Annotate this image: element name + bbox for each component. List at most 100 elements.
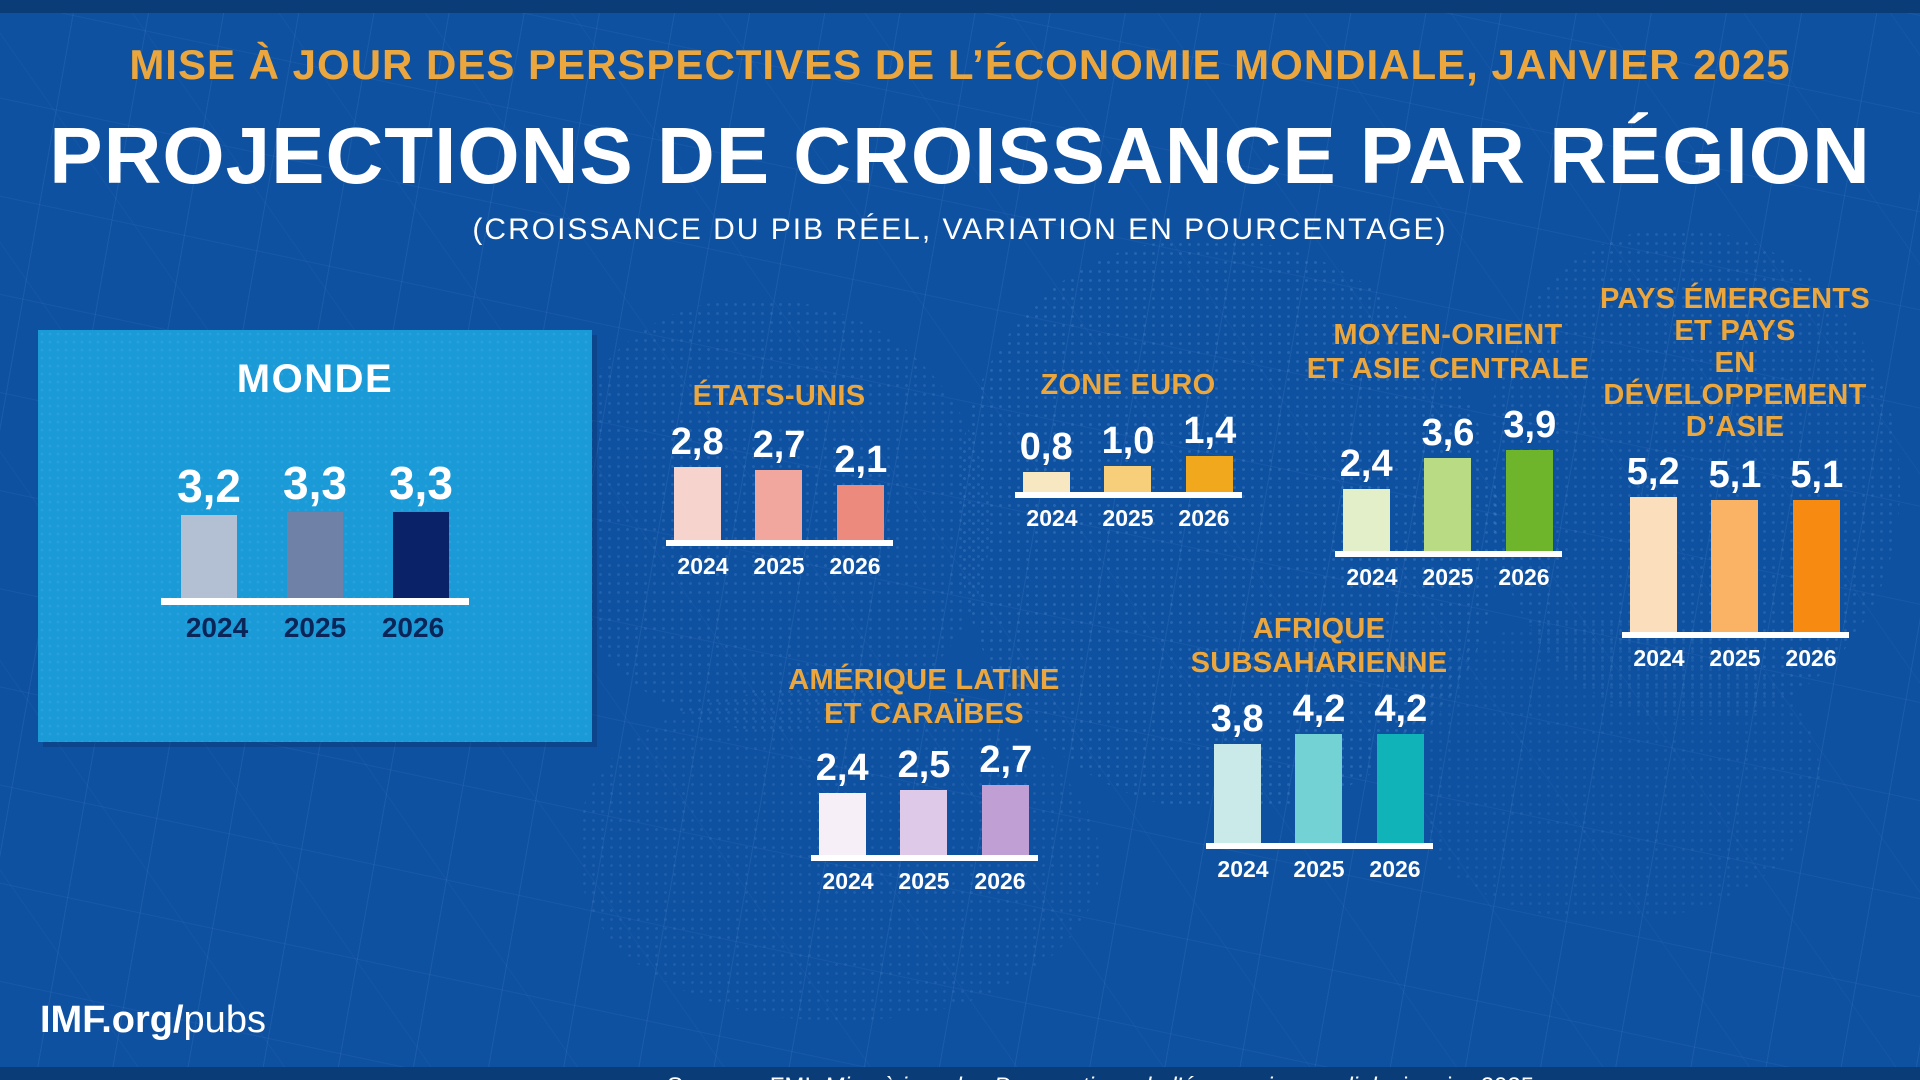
chart-etats-unis: ÉTATS-UNIS 2,8 2,7 2,1 2024 2025 2026	[629, 379, 929, 580]
year-label: 2026	[1178, 505, 1230, 532]
year-label: 2025	[1709, 645, 1761, 672]
bar-group: 2,4	[815, 746, 869, 856]
bar-value-label: 3,6	[1421, 411, 1475, 454]
page-subtitle: (CROISSANCE DU PIB RÉEL, VARIATION EN PO…	[472, 213, 1448, 246]
page-title: PROJECTIONS DE CROISSANCE PAR RÉGION	[49, 111, 1871, 200]
bar-group: 2,1	[834, 439, 887, 540]
year-label: 2026	[974, 868, 1026, 895]
bar	[181, 514, 238, 598]
year-label: 2025	[1422, 564, 1474, 591]
year-label: 2025	[283, 611, 347, 643]
bars-row: 3,2 3,3 3,3	[177, 458, 453, 598]
bar	[818, 792, 866, 856]
bars-row: 3,8 4,2 4,2	[1210, 688, 1427, 844]
chart-afrique-subsaharienne: AFRIQUE SUBSAHARIENNE 3,8 4,2 4,2 2024 2…	[1134, 612, 1504, 883]
chart-region-title: AFRIQUE SUBSAHARIENNE	[1190, 613, 1448, 679]
axis-baseline	[1205, 843, 1433, 850]
footer-notes: Source : FMI, Mise à jour des Perspectiv…	[667, 992, 1598, 1080]
bar-value-label: 5,1	[1708, 453, 1762, 496]
bar-value-label: 3,3	[283, 457, 347, 509]
bar-value-label: 3,8	[1210, 698, 1264, 741]
axis-baseline	[161, 597, 469, 605]
bar-group: 5,2	[1627, 451, 1680, 633]
year-label: 2025	[1102, 505, 1154, 532]
axis-baseline	[1334, 551, 1562, 558]
bar-value-label: 1,4	[1183, 410, 1237, 452]
bar	[1186, 456, 1234, 493]
bar	[1295, 734, 1343, 844]
year-label: 2026	[829, 552, 881, 579]
bar-group: 3,6	[1421, 411, 1475, 552]
bars-row: 0,8 1,0 1,4	[1020, 410, 1237, 493]
bars-row: 2,4 3,6 3,9	[1339, 404, 1557, 552]
year-label: 2025	[753, 552, 805, 579]
bar	[755, 469, 803, 540]
bar-group: 1,0	[1101, 420, 1155, 493]
bar-group: 2,7	[752, 423, 806, 540]
world-map-dots	[1400, 620, 1820, 920]
bar-value-label: 3,9	[1503, 404, 1557, 446]
bar	[1793, 499, 1841, 633]
chart-region-title: AMÉRIQUE LATINE ET CARAÏBES	[788, 664, 1060, 730]
source-prefix: Source : FMI,	[667, 1073, 824, 1080]
year-label: 2024	[677, 552, 729, 579]
bar-value-label: 1,0	[1101, 420, 1155, 463]
chart-zone-euro: ZONE EURO 0,8 1,0 1,4 2024 2025 2026	[978, 368, 1278, 532]
source-line: Source : FMI, Mise à jour des Perspectiv…	[667, 1068, 1598, 1080]
year-label: 2026	[1498, 564, 1550, 591]
years-row: 2024 2025 2026	[677, 552, 881, 580]
bar	[286, 512, 343, 598]
bar	[837, 485, 885, 540]
monde-card: MONDE 3,2 3,3 3,3 2024 2025	[38, 330, 592, 742]
bar	[1342, 489, 1390, 552]
bar-value-label: 2,7	[752, 423, 806, 466]
bar-value-label: 2,8	[670, 421, 724, 463]
year-label: 2025	[1293, 856, 1345, 883]
years-row: 2024 2025 2026	[1026, 505, 1230, 532]
bar-group: 4,2	[1374, 688, 1427, 844]
imf-logo-bold: IMF.org/	[40, 999, 184, 1041]
bar-value-label: 2,4	[815, 746, 869, 789]
bar-value-label: 3,3	[388, 457, 453, 509]
chart-amerique-latine-caraibes: AMÉRIQUE LATINE ET CARAÏBES 2,4 2,5 2,7 …	[764, 663, 1084, 895]
bars-row: 2,8 2,7 2,1	[671, 421, 887, 540]
axis-baseline	[665, 539, 893, 546]
year-label: 2024	[1026, 505, 1078, 532]
bar-value-label: 2,4	[1339, 443, 1393, 485]
bar-group: 3,9	[1503, 404, 1557, 552]
year-label: 2026	[1785, 645, 1837, 672]
bar	[1424, 457, 1472, 552]
bar-value-label: 4,2	[1292, 688, 1346, 730]
years-row: 2024 2025 2026	[1346, 564, 1550, 591]
top-edge-strip	[0, 0, 1920, 13]
bar	[982, 785, 1030, 856]
axis-baseline	[1621, 632, 1849, 639]
year-label: 2026	[1369, 856, 1421, 883]
year-label: 2025	[898, 868, 950, 895]
year-label: 2024	[1217, 856, 1269, 883]
bar	[392, 512, 449, 598]
bar-group: 2,4	[1339, 443, 1393, 552]
bar-value-label: 0,8	[1019, 425, 1073, 468]
imf-logo: IMF.org/pubs	[40, 998, 266, 1042]
world-map-dots	[960, 240, 1500, 810]
bottom-edge-strip	[0, 1067, 1920, 1080]
bar	[1022, 471, 1070, 493]
bars-row: 5,2 5,1 5,1	[1627, 451, 1843, 633]
bar-value-label: 3,2	[177, 459, 242, 512]
bar	[900, 790, 948, 856]
bar	[1377, 734, 1425, 844]
chart-region-title: ZONE EURO	[1040, 369, 1216, 401]
years-row: 2024 2025 2026	[1217, 856, 1421, 883]
year-label: 2026	[381, 611, 445, 643]
axis-baseline	[1014, 492, 1242, 499]
years-row: 2024 2025 2026	[1633, 645, 1837, 672]
year-label: 2024	[185, 611, 249, 643]
bar-group: 0,8	[1020, 426, 1073, 493]
bar-group: 2,5	[898, 744, 950, 856]
bar-group: 5,1	[1708, 453, 1762, 633]
bar	[1213, 744, 1261, 844]
source-title: Mise à jour des Perspectives de l’économ…	[824, 1073, 1390, 1080]
source-suffix: , janvier 2025.	[1390, 1073, 1541, 1080]
